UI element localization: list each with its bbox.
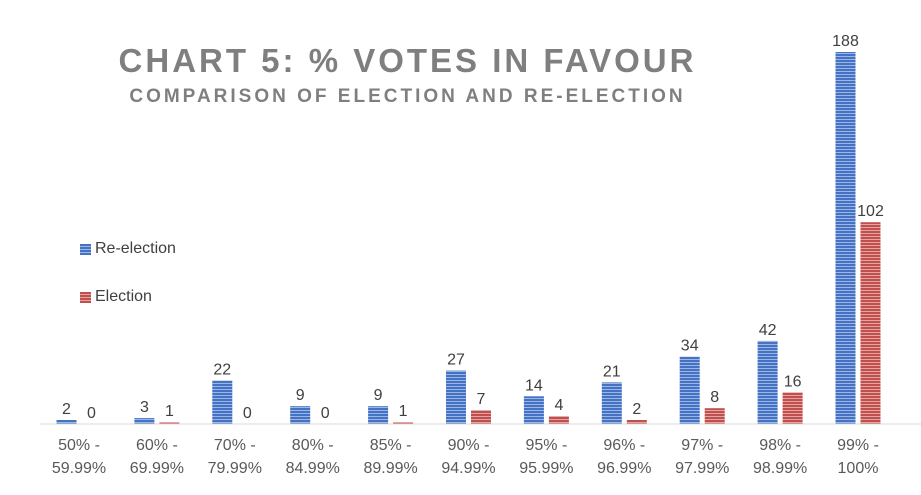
- data-label-election-6: 4: [554, 397, 563, 414]
- bar-re-election-10: [835, 52, 856, 424]
- data-label-election-4: 1: [399, 403, 408, 420]
- tick-label-10-line-0: 99% -: [837, 437, 879, 454]
- legend: Re-election Election: [80, 238, 176, 334]
- data-label-election-1: 1: [165, 403, 174, 420]
- tick-label-4-line-0: 85% -: [370, 437, 412, 454]
- data-label-re-election-2: 22: [213, 362, 231, 379]
- tick-label-9-line-1: 98.99%: [753, 460, 807, 477]
- bar-re-election-9: [757, 340, 778, 424]
- legend-swatch-election: [80, 291, 91, 303]
- tick-label-3-line-0: 80% -: [292, 437, 334, 454]
- data-label-election-9: 16: [784, 373, 802, 390]
- tick-label-6-line-1: 95.99%: [519, 460, 573, 477]
- data-label-election-5: 7: [477, 391, 486, 408]
- data-label-election-7: 2: [632, 401, 641, 418]
- data-label-election-0: 0: [87, 405, 96, 422]
- tick-label-0-line-0: 50% -: [58, 437, 100, 454]
- data-label-election-2: 0: [243, 405, 252, 422]
- data-label-election-10: 102: [857, 203, 884, 220]
- bar-election-1: [159, 422, 180, 424]
- tick-label-9-line-0: 98% -: [759, 437, 801, 454]
- data-label-election-8: 8: [710, 389, 719, 406]
- tick-label-2-line-1: 79.99%: [208, 460, 262, 477]
- bar-election-4: [393, 422, 414, 424]
- tick-label-4-line-1: 89.99%: [363, 460, 417, 477]
- tick-label-7-line-0: 96% -: [603, 437, 645, 454]
- legend-label-re-election: Re-election: [95, 240, 176, 257]
- data-label-re-election-5: 27: [447, 352, 465, 369]
- tick-label-1-line-1: 69.99%: [130, 460, 184, 477]
- data-label-re-election-10: 188: [832, 33, 859, 50]
- tick-label-10-line-1: 100%: [838, 460, 879, 477]
- chart-subtitle: COMPARISON OF ELECTION AND RE-ELECTION: [129, 86, 686, 107]
- legend-swatch-re-election: [80, 243, 91, 255]
- bar-election-6: [548, 416, 569, 424]
- bar-re-election-1: [134, 418, 155, 424]
- chart-title: CHART 5: % VOTES IN FAVOUR: [118, 42, 697, 79]
- bar-election-9: [782, 392, 803, 424]
- data-label-re-election-7: 21: [603, 363, 621, 380]
- tick-label-0-line-1: 59.99%: [52, 460, 106, 477]
- data-label-election-3: 0: [321, 405, 330, 422]
- data-label-re-election-1: 3: [140, 399, 149, 416]
- data-label-re-election-8: 34: [681, 338, 699, 355]
- data-label-re-election-9: 42: [759, 322, 777, 339]
- bar-re-election-8: [679, 356, 700, 424]
- tick-label-3-line-1: 84.99%: [286, 460, 340, 477]
- tick-label-8-line-0: 97% -: [681, 437, 723, 454]
- tick-label-2-line-0: 70% -: [214, 437, 256, 454]
- tick-label-5-line-0: 90% -: [448, 437, 490, 454]
- bar-re-election-5: [446, 370, 466, 424]
- data-label-re-election-6: 14: [525, 377, 543, 394]
- legend-item-re-election: Re-election: [80, 238, 176, 260]
- data-label-re-election-4: 9: [374, 387, 383, 404]
- data-label-re-election-3: 9: [296, 387, 305, 404]
- bar-re-election-2: [212, 380, 233, 424]
- bar-re-election-3: [290, 406, 311, 424]
- bar-election-8: [704, 408, 725, 424]
- tick-label-5-line-1: 94.99%: [441, 460, 495, 477]
- bar-election-5: [471, 410, 491, 424]
- tick-label-8-line-1: 97.99%: [675, 460, 729, 477]
- legend-label-election: Election: [95, 288, 152, 305]
- tick-label-7-line-1: 96.99%: [597, 460, 651, 477]
- bar-re-election-0: [56, 420, 77, 424]
- bar-re-election-6: [523, 396, 544, 424]
- bar-election-7: [626, 420, 647, 424]
- bar-election-10: [860, 222, 881, 424]
- bar-re-election-4: [368, 406, 389, 424]
- tick-label-1-line-0: 60% -: [136, 437, 178, 454]
- data-label-re-election-0: 2: [62, 401, 71, 418]
- tick-label-6-line-0: 95% -: [526, 437, 568, 454]
- legend-item-election: Election: [80, 286, 176, 308]
- bar-re-election-7: [601, 382, 622, 424]
